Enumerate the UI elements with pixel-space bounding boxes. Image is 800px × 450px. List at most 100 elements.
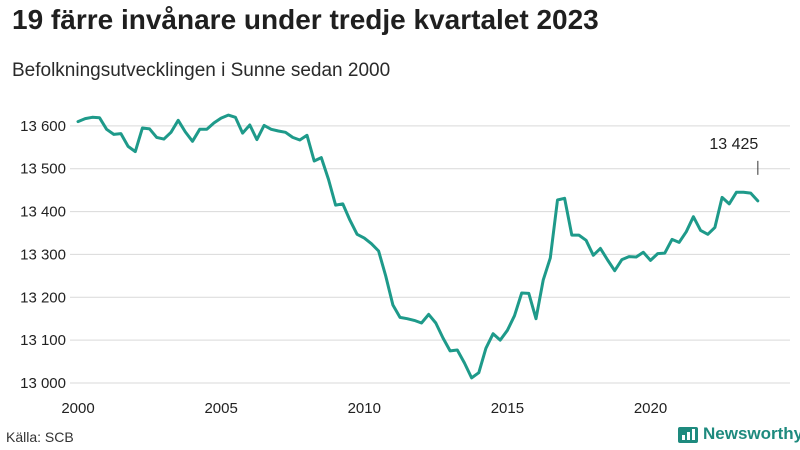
data-point (499, 339, 502, 342)
data-point (449, 349, 452, 352)
data-point (341, 202, 344, 205)
data-point (298, 139, 301, 142)
data-point (284, 131, 287, 134)
data-point (549, 256, 552, 259)
data-point (320, 156, 323, 159)
data-point (155, 136, 158, 139)
data-point (570, 234, 573, 237)
data-point (685, 230, 688, 233)
y-tick-label: 13 500 (20, 161, 66, 178)
data-point (620, 258, 623, 261)
data-point (592, 254, 595, 257)
data-point (506, 329, 509, 332)
y-tick-label: 13 600 (20, 118, 66, 135)
data-point (535, 317, 538, 320)
data-point (420, 322, 423, 325)
data-point (84, 117, 87, 120)
data-point (542, 279, 545, 282)
data-point (713, 226, 716, 229)
data-point (649, 259, 652, 262)
data-point (556, 199, 559, 202)
data-point (241, 132, 244, 135)
annotation-last-value: 13 425 (709, 136, 758, 153)
data-point (391, 304, 394, 307)
data-point (628, 255, 631, 258)
chart-subtitle: Befolkningsutvecklingen i Sunne sedan 20… (12, 60, 391, 81)
brand-name: Newsworthy (703, 424, 800, 443)
data-point (599, 247, 602, 250)
data-point (377, 250, 380, 253)
data-point (742, 191, 745, 194)
data-point (470, 376, 473, 379)
data-point (227, 114, 230, 117)
data-point (442, 337, 445, 340)
data-point (234, 116, 237, 119)
data-point (248, 124, 251, 127)
data-point (678, 241, 681, 244)
data-point (427, 313, 430, 316)
data-point (198, 128, 201, 131)
data-point (170, 131, 173, 134)
y-tick-label: 13 400 (20, 204, 66, 221)
data-point (406, 317, 409, 320)
data-point (728, 202, 731, 205)
data-point (513, 314, 516, 317)
data-point (463, 361, 466, 364)
data-point (91, 116, 94, 119)
data-point (148, 127, 151, 130)
chart-title: 19 färre invånare under tredje kvartalet… (12, 4, 599, 35)
data-point (606, 259, 609, 262)
data-point (98, 116, 101, 119)
y-tick-label: 13 100 (20, 332, 66, 349)
x-tick-label: 2005 (204, 400, 237, 417)
data-point (671, 238, 674, 241)
data-point (348, 219, 351, 222)
y-axis-tick-labels: 13 000 13 100 13 200 13 300 13 400 13 500 13 6… (20, 118, 66, 392)
bar-chart-icon (678, 427, 698, 443)
population-series-line (76, 113, 760, 380)
data-point (699, 229, 702, 232)
data-point (327, 178, 330, 181)
data-point (370, 242, 373, 245)
data-point (277, 130, 280, 133)
data-point (255, 138, 258, 141)
data-point (112, 133, 115, 136)
data-point (141, 127, 144, 130)
data-point (313, 160, 316, 163)
data-point (291, 136, 294, 139)
data-point (635, 256, 638, 259)
data-point (363, 237, 366, 240)
data-point (749, 192, 752, 195)
data-point (577, 234, 580, 237)
data-point (527, 292, 530, 295)
data-point (735, 191, 738, 194)
y-tick-label: 13 300 (20, 246, 66, 263)
data-point (270, 128, 273, 131)
data-point (721, 196, 724, 199)
data-point (119, 132, 122, 135)
data-point (484, 347, 487, 350)
data-point (656, 252, 659, 255)
data-point (563, 197, 566, 200)
data-point (692, 215, 695, 218)
source-note: Källa: SCB (6, 429, 74, 445)
data-point (642, 251, 645, 254)
y-tick-label: 13 200 (20, 289, 66, 306)
data-points (77, 114, 760, 380)
data-point (134, 150, 137, 153)
data-point (434, 322, 437, 325)
data-point (334, 204, 337, 207)
data-point (162, 138, 165, 141)
data-point (184, 130, 187, 133)
data-point (177, 119, 180, 122)
data-point (456, 349, 459, 352)
data-point (213, 121, 216, 124)
data-point (220, 117, 223, 120)
data-point (306, 134, 309, 137)
data-point (399, 316, 402, 319)
data-point (706, 233, 709, 236)
data-point (384, 274, 387, 277)
x-axis-tick-labels: 2000 2005 2010 2015 2020 (61, 400, 667, 417)
x-tick-label: 2015 (491, 400, 524, 417)
